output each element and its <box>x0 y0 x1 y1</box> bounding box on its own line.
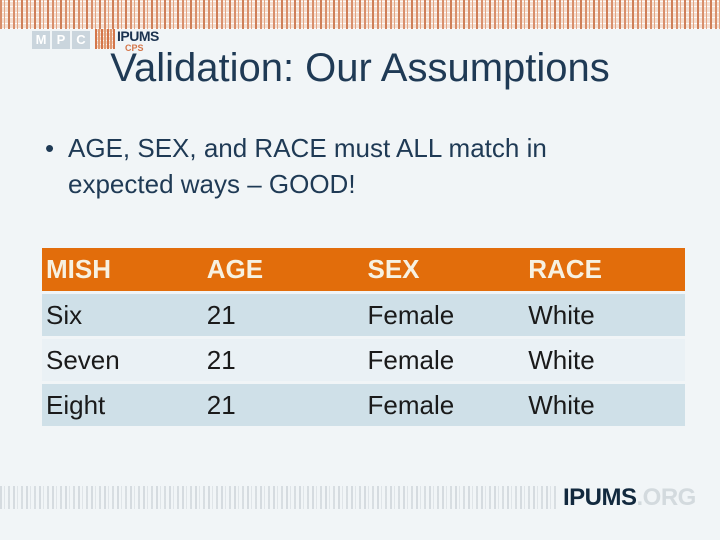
table-header-mish: MISH <box>46 254 111 284</box>
cell-race: White <box>528 390 595 420</box>
cell-mish: Eight <box>46 390 106 420</box>
cell-age: 21 <box>206 390 236 420</box>
bottom-mosaic-banner <box>0 486 558 509</box>
cell-race: White <box>528 300 595 330</box>
footer-brand: IPUMS.ORG <box>563 484 696 512</box>
cell-sex: Female <box>367 390 455 420</box>
bullet-marker: • <box>45 133 55 163</box>
cell-mish: Seven <box>46 345 120 375</box>
cps-wordmark: CPS <box>125 43 144 53</box>
table-header-race: RACE <box>528 254 602 284</box>
ipums-mosaic-icon <box>95 29 115 49</box>
footer-ipums-wordmark: IPUMS <box>563 484 637 511</box>
page-title: Validation: Our Assumptions <box>110 46 610 90</box>
cell-race: White <box>528 345 595 375</box>
table-row: Eight 21 Female White <box>42 384 685 426</box>
table-row: Six 21 Female White <box>42 294 685 336</box>
bullet-text-line1: AGE, SEX, and RACE must ALL match in <box>68 133 547 163</box>
cell-sex: Female <box>367 345 455 375</box>
table-row: Seven 21 Female White <box>42 339 685 381</box>
mpc-logo-letter: C <box>72 31 90 49</box>
table-header-sex: SEX <box>367 254 420 284</box>
ipums-wordmark: IPUMS <box>117 28 159 44</box>
mpc-ipums-cps-logo: M P C IPUMS CPS <box>32 29 159 53</box>
cell-mish: Six <box>46 300 83 330</box>
bullet-text-line2: expected ways – GOOD! <box>68 169 356 199</box>
mpc-logo-letter: P <box>52 31 70 49</box>
validation-table: MISH AGE SEX RACE Six 21 Female White Se… <box>42 248 685 429</box>
cell-sex: Female <box>367 300 455 330</box>
bullet-item: • AGE, SEX, and RACE must ALL match in e… <box>45 130 547 202</box>
cell-age: 21 <box>206 300 236 330</box>
footer-org-suffix: .ORG <box>636 484 697 511</box>
top-mosaic-banner <box>0 0 720 29</box>
mpc-logo-letter: M <box>32 31 50 49</box>
table-header-row: MISH AGE SEX RACE <box>42 248 685 291</box>
bullet-text: AGE, SEX, and RACE must ALL match in exp… <box>68 130 547 202</box>
cell-age: 21 <box>206 345 236 375</box>
ipums-cps-wordmark: IPUMS CPS <box>117 29 159 53</box>
table-header-age: AGE <box>206 254 264 284</box>
